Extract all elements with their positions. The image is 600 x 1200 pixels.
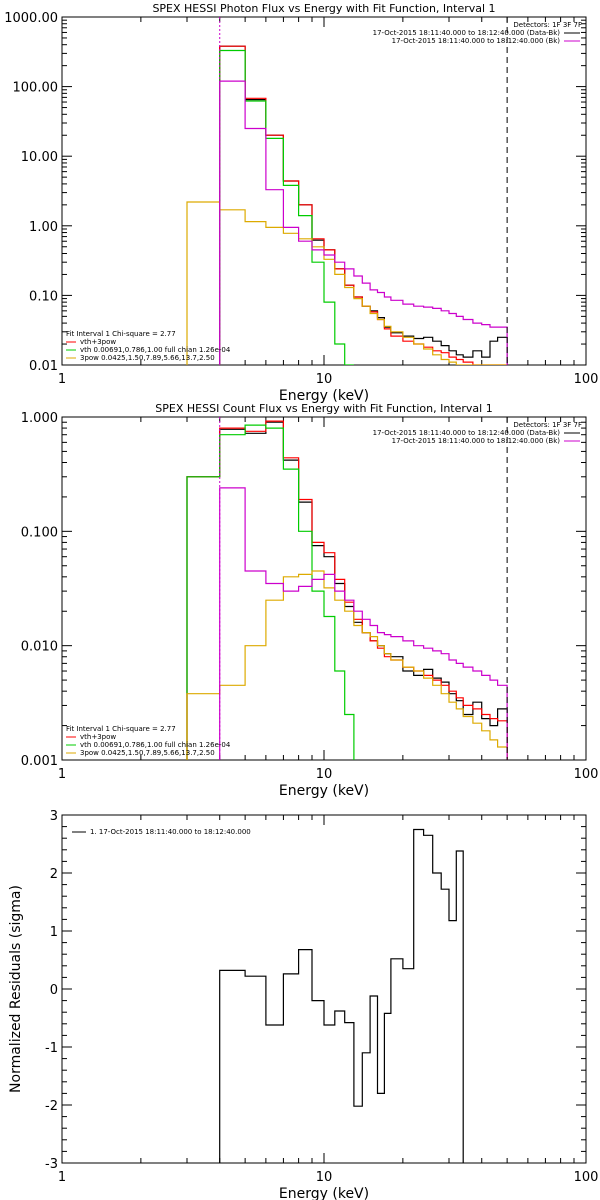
legend-entry: 17-Oct-2015 18:11:40.000 to 18:12:40.000… (392, 437, 561, 445)
x-tick-label: 100 (574, 372, 599, 387)
series-line-5 (219, 80, 508, 365)
x-axis-label: Energy (keV) (279, 1186, 369, 1200)
y-tick-label: 1.00 (29, 220, 58, 235)
legend-header: Detectors: 1F 3F 7F (513, 21, 582, 29)
series-line-3 (219, 49, 354, 365)
y-tick-label: 100.00 (13, 81, 59, 96)
x-tick-label: 1 (58, 372, 66, 387)
series-line-2 (219, 45, 508, 365)
x-axis-label: Energy (keV) (279, 388, 369, 404)
x-tick-label: 1 (58, 767, 66, 782)
y-tick-label: 1 (50, 925, 58, 940)
legend-entry: vth+3pow (80, 733, 116, 741)
x-tick-label: 100 (574, 1170, 599, 1185)
y-tick-label: 0.100 (21, 525, 58, 540)
legend-header: Detectors: 1F 3F 7F (513, 421, 582, 429)
series-line-1 (219, 828, 464, 1163)
y-tick-label: 0.010 (21, 640, 58, 655)
y-tick-label: -3 (45, 1157, 58, 1172)
legend-entry: vth 0.00691,0.786,1.00 full chian 1.26e-… (80, 346, 231, 354)
legend-entry: 17-Oct-2015 18:11:40.000 to 18:12:40.000… (373, 429, 561, 437)
series-line-5 (219, 487, 508, 760)
legend-entry: 3pow 0.0425,1.50,7.89,5.66,13.7,2.50 (80, 749, 215, 757)
legend-entry: vth+3pow (80, 338, 116, 346)
y-tick-label: 2 (50, 867, 58, 882)
x-tick-label: 1 (58, 1170, 66, 1185)
x-tick-label: 10 (316, 1170, 333, 1185)
legend-entry: 1. 17-Oct-2015 18:11:40.000 to 18:12:40.… (90, 828, 251, 836)
fit-legend-header: Fit Interval 1 Chi-square = 2.77 (66, 330, 176, 338)
y-tick-label: 10.00 (21, 150, 58, 165)
y-tick-label: 1000.00 (4, 11, 58, 26)
y-axis-label: Normalized Residuals (sigma) (8, 885, 24, 1093)
chart-title: SPEX HESSI Photon Flux vs Energy with Fi… (152, 2, 495, 15)
series-line-3 (186, 424, 355, 760)
legend-entry: 3pow 0.0425,1.50,7.89,5.66,13.7,2.50 (80, 354, 215, 362)
chart-panel-1: SPEX HESSI Photon Flux vs Energy with Fi… (4, 2, 598, 404)
chart-panel-3: 1 10 100 Energy (keV) -3 -2 -1 0 1 2 3 Normalized R… (8, 809, 598, 1200)
chart-title: SPEX HESSI Count Flux vs Energy with Fit… (155, 402, 492, 415)
legend-entry: 17-Oct-2015 18:11:40.000 to 18:12:40.000… (373, 29, 561, 37)
y-tick-label: 0.10 (29, 289, 58, 304)
plot-frame (61, 814, 587, 1164)
y-tick-label: 0.01 (29, 359, 58, 374)
series-line-1 (219, 45, 508, 365)
x-tick-label: 10 (316, 372, 333, 387)
legend-entry: 17-Oct-2015 18:11:40.000 to 18:12:40.000… (392, 37, 561, 45)
y-tick-label: -1 (45, 1041, 58, 1056)
chart-panel-2: SPEX HESSI Count Flux vs Energy with Fit… (21, 402, 599, 799)
y-tick-label: 0 (50, 983, 58, 998)
x-tick-label: 10 (316, 767, 333, 782)
y-tick-label: 1.000 (21, 411, 58, 426)
x-tick-label: 100 (574, 767, 599, 782)
y-tick-label: 0.001 (21, 754, 58, 769)
legend-entry: vth 0.00691,0.786,1.00 full chian 1.26e-… (80, 741, 231, 749)
x-axis-label: Energy (keV) (279, 783, 369, 799)
y-tick-label: 3 (50, 809, 58, 824)
y-tick-label: -2 (45, 1099, 58, 1114)
series-line-4 (186, 201, 508, 365)
fit-legend-header: Fit Interval 1 Chi-square = 2.77 (66, 725, 176, 733)
series-line-4 (186, 570, 508, 760)
